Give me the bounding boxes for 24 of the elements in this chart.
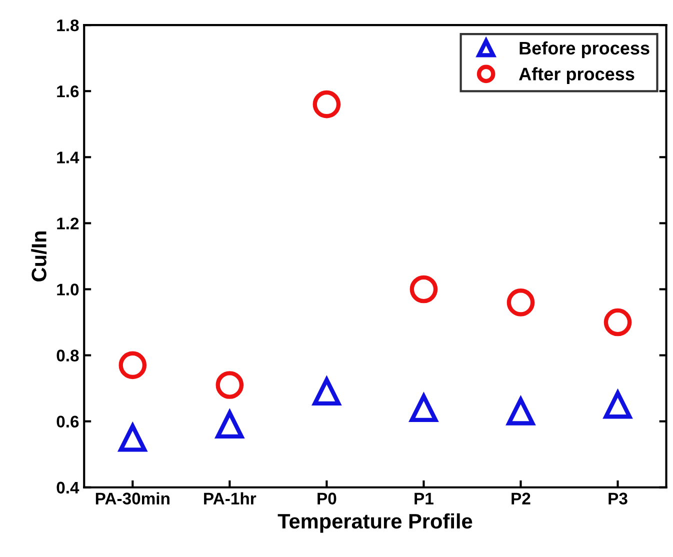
y-tick-label: 0.8 [56,350,79,362]
point [118,351,147,380]
x-tick-label: P0 [318,492,336,504]
y-tick-label: 1.6 [57,86,79,98]
y-tick-label: 1.8 [57,19,79,32]
x-tick-label: PA-1hr [204,492,256,504]
legend-label: Before process [520,41,650,58]
y-tick-label: 0.4 [56,482,80,494]
x-tick-label: P3 [608,492,628,504]
y-tick-label: 1.0 [57,284,79,296]
y-axis-title: Cu/In [31,231,47,282]
legend-label: After process [519,67,634,84]
y-tick-label: 1.4 [57,152,80,164]
point [410,275,438,304]
x-axis-title: Temperature Profile [278,513,472,533]
point [604,308,632,336]
point [216,371,244,399]
x-tick-label: P1 [414,492,434,504]
x-tick-label: P2 [512,492,530,504]
point [506,288,535,316]
x-tick-label: PA-30min [96,492,170,504]
y-tick-label: 0.6 [56,416,79,428]
y-tick-label: 1.2 [57,218,79,230]
point [312,90,341,118]
